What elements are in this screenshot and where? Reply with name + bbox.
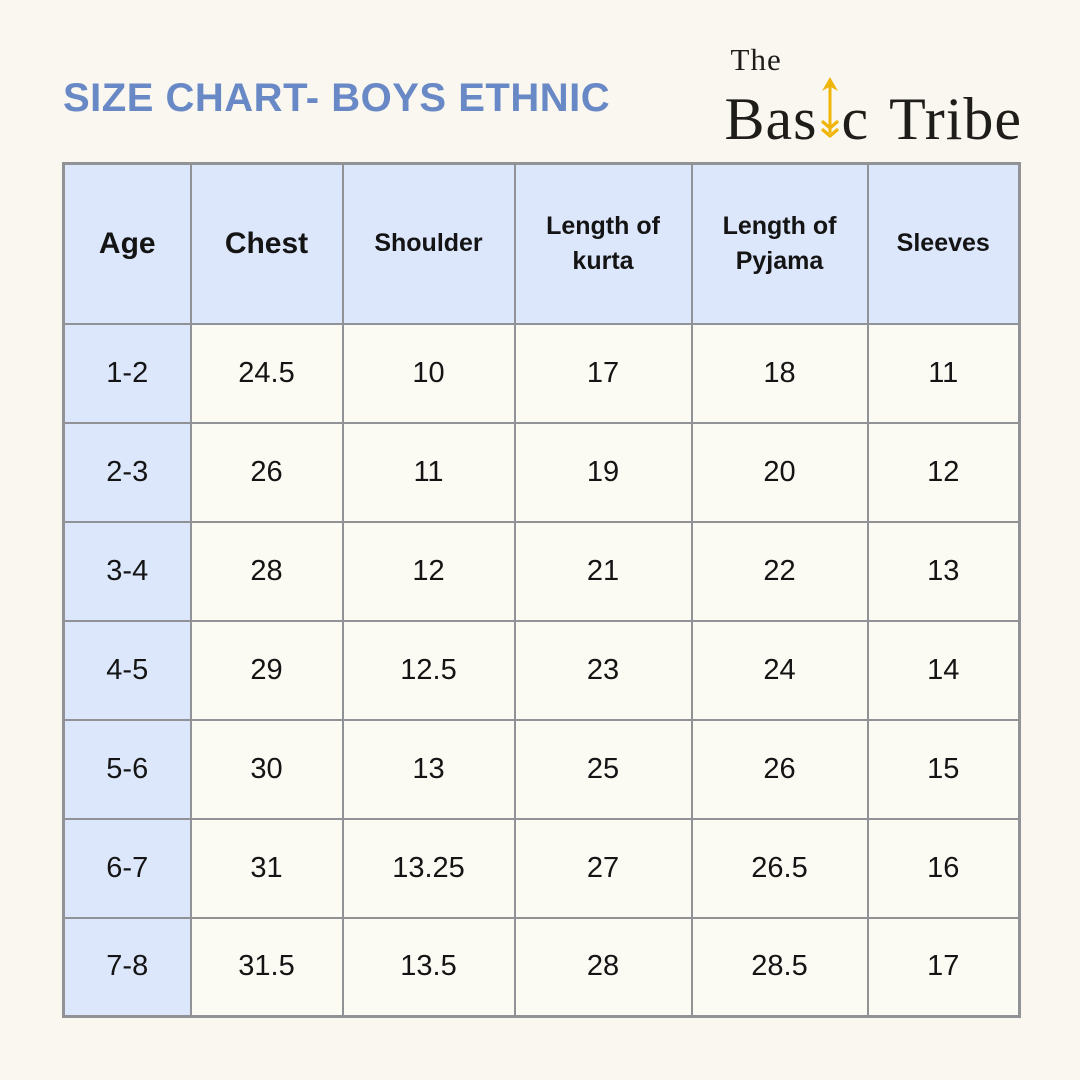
shoulder-cell: 13 [341,718,516,820]
age-cell: 7-8 [62,916,192,1018]
shoulder-cell: 12 [341,520,516,622]
age-cell: 5-6 [62,718,192,820]
pyjama-length-cell: 22 [690,520,869,622]
chest-cell: 29 [189,619,344,721]
pyjama-length-cell: 18 [690,322,869,424]
shoulder-cell: 12.5 [341,619,516,721]
chest-cell: 28 [189,520,344,622]
kurta-length-cell: 27 [513,817,693,919]
chest-cell: 31 [189,817,344,919]
kurta-length-cell: 19 [513,421,693,523]
shoulder-cell: 10 [341,322,516,424]
pyjama-length-cell: 26.5 [690,817,869,919]
sleeves-cell: 17 [866,916,1021,1018]
kurta-length-cell: 25 [513,718,693,820]
logo-name-part2: c [841,86,870,152]
brand-logo: The Bas c Tribe [725,44,1022,149]
kurta-length-cell: 28 [513,916,693,1018]
header-length-of-kurta: Length of kurta [513,162,693,325]
sleeves-cell: 16 [866,817,1021,919]
size-chart-table: Age Chest Shoulder Length of kurta Lengt… [62,162,1021,1018]
table-row: 4-5 29 12.5 23 24 14 [62,619,1021,721]
chest-cell: 31.5 [189,916,344,1018]
table-header-row: Age Chest Shoulder Length of kurta Lengt… [62,162,1021,325]
sleeves-cell: 11 [866,322,1021,424]
kurta-length-cell: 17 [513,322,693,424]
table-row: 7-8 31.5 13.5 28 28.5 17 [62,916,1021,1018]
header-chest: Chest [189,162,344,325]
table-row: 5-6 30 13 25 26 15 [62,718,1021,820]
kurta-length-cell: 23 [513,619,693,721]
pyjama-length-cell: 24 [690,619,869,721]
header-shoulder: Shoulder [341,162,516,325]
pyjama-length-cell: 28.5 [690,916,869,1018]
sleeves-cell: 15 [866,718,1021,820]
header-sleeves: Sleeves [866,162,1021,325]
logo-word-the: The [730,42,782,77]
pyjama-length-cell: 26 [690,718,869,820]
up-arrow-icon [819,77,841,139]
chest-cell: 30 [189,718,344,820]
age-cell: 1-2 [62,322,192,424]
table-row: 6-7 31 13.25 27 26.5 16 [62,817,1021,919]
pyjama-length-cell: 20 [690,421,869,523]
age-cell: 3-4 [62,520,192,622]
age-cell: 4-5 [62,619,192,721]
shoulder-cell: 13.5 [341,916,516,1018]
shoulder-cell: 13.25 [341,817,516,919]
sleeves-cell: 12 [866,421,1021,523]
header-age: Age [62,162,192,325]
logo-name-part1: Bas [724,86,818,152]
table-row: 3-4 28 12 21 22 13 [62,520,1021,622]
sleeves-cell: 13 [866,520,1021,622]
kurta-length-cell: 21 [513,520,693,622]
sleeves-cell: 14 [866,619,1021,721]
header-length-of-pyjama: Length of Pyjama [690,162,869,325]
logo-main-text: Bas c Tribe [725,77,1022,149]
age-cell: 6-7 [62,817,192,919]
logo-word-tribe: Tribe [889,86,1022,152]
chest-cell: 26 [189,421,344,523]
page-title: SIZE CHART- BOYS ETHNIC [63,76,611,120]
age-cell: 2-3 [62,421,192,523]
shoulder-cell: 11 [341,421,516,523]
chest-cell: 24.5 [189,322,344,424]
table-row: 2-3 26 11 19 20 12 [62,421,1021,523]
table-row: 1-2 24.5 10 17 18 11 [62,322,1021,424]
